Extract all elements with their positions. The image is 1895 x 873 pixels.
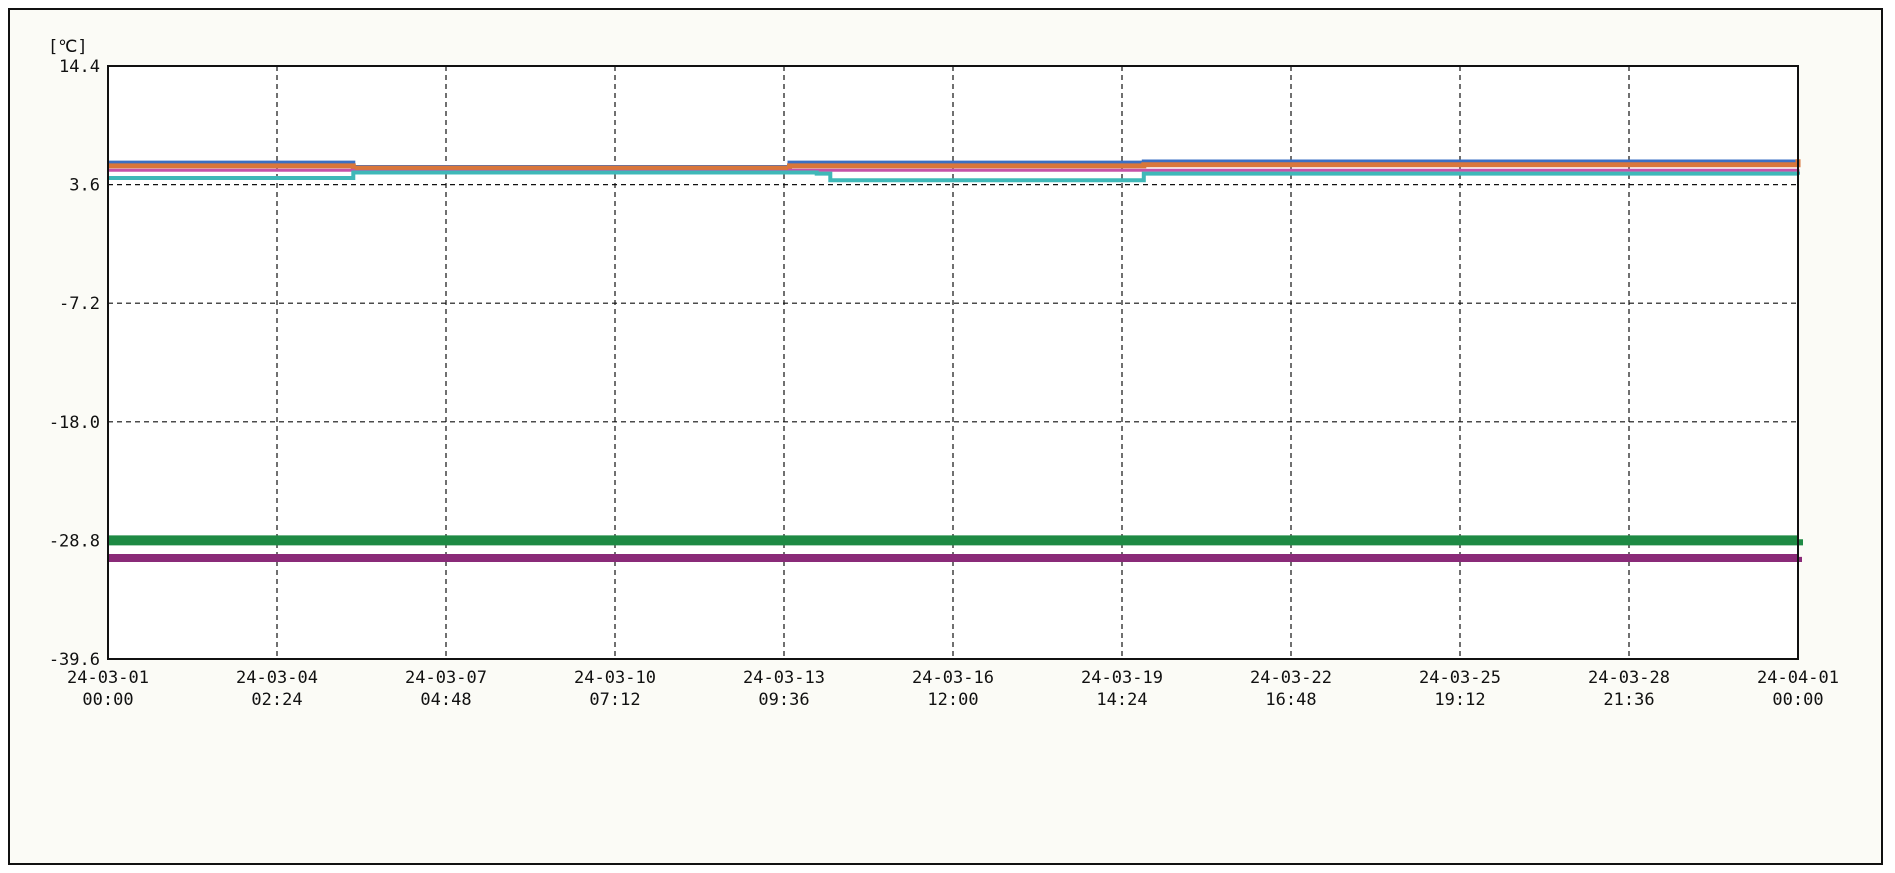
y-axis-unit-label: [℃] bbox=[48, 37, 88, 57]
series-line-1 bbox=[108, 159, 1801, 171]
temperature-chart: [℃] 14.43.6-7.2-18.0-28.8-39.6 24-03-010… bbox=[48, 37, 1839, 710]
x-tick-time: 09:36 bbox=[758, 690, 809, 710]
y-tick-label: -28.8 bbox=[49, 531, 100, 551]
x-tick-labels: 24-03-0100:0024-03-0402:2424-03-0704:482… bbox=[67, 668, 1839, 710]
y-tick-labels: 14.4 3.6 -7.2 -18.0 -28.8 -39.6 bbox=[49, 57, 100, 670]
x-tick-time: 00:00 bbox=[1772, 690, 1823, 710]
series-line-3 bbox=[108, 170, 1800, 183]
x-tick-date: 24-03-19 bbox=[1081, 668, 1163, 688]
x-tick-time: 04:48 bbox=[420, 690, 471, 710]
x-tick-date: 24-03-16 bbox=[912, 668, 994, 688]
x-tick-time: 12:00 bbox=[927, 690, 978, 710]
y-tick-label: -18.0 bbox=[49, 413, 100, 433]
x-tick-time: 16:48 bbox=[1265, 690, 1316, 710]
x-tick-time: 19:12 bbox=[1434, 690, 1485, 710]
x-tick-date: 24-03-25 bbox=[1419, 668, 1501, 688]
x-tick-time: 02:24 bbox=[251, 690, 302, 710]
x-tick-date: 24-04-01 bbox=[1757, 668, 1839, 688]
x-tick-time: 07:12 bbox=[589, 690, 640, 710]
x-tick-date: 24-03-22 bbox=[1250, 668, 1332, 688]
x-tick-date: 24-03-01 bbox=[67, 668, 149, 688]
series-line-4 bbox=[108, 535, 1803, 546]
y-tick-label: 14.4 bbox=[59, 57, 100, 77]
y-tick-label: -39.6 bbox=[49, 650, 100, 670]
y-tick-label: -7.2 bbox=[59, 294, 100, 314]
x-tick-date: 24-03-04 bbox=[236, 668, 318, 688]
x-tick-time: 21:36 bbox=[1603, 690, 1654, 710]
x-tick-time: 00:00 bbox=[82, 690, 133, 710]
x-tick-date: 24-03-28 bbox=[1588, 668, 1670, 688]
plot-border bbox=[107, 65, 1799, 660]
chart-frame: [℃] 14.4 3.6 -7.2 -18.0 -28.8 -39.6 24-03-01 0… bbox=[8, 8, 1883, 865]
x-tick-time: 14:24 bbox=[1096, 690, 1147, 710]
series-line-5 bbox=[108, 554, 1802, 562]
x-tick-date: 24-03-07 bbox=[405, 668, 487, 688]
x-tick-date: 24-03-13 bbox=[743, 668, 825, 688]
x-tick-date: 24-03-10 bbox=[574, 668, 656, 688]
y-tick-label: 3.6 bbox=[69, 176, 100, 196]
